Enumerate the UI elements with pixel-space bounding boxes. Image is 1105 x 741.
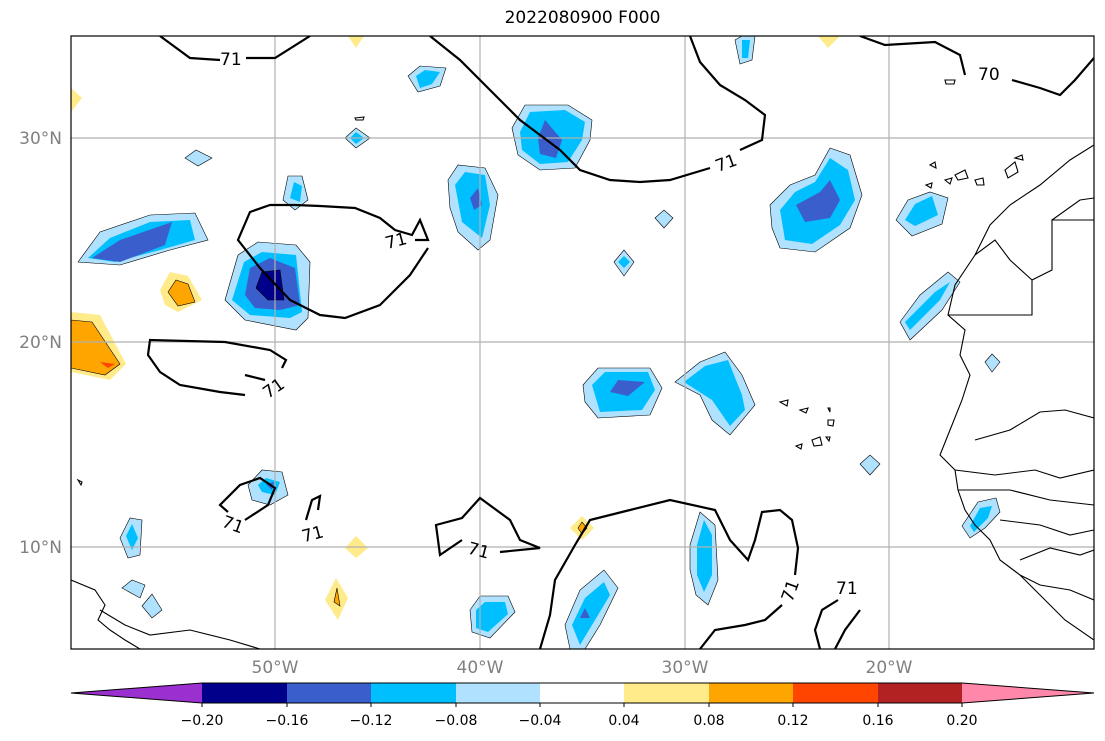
lat-label: 20°N	[19, 333, 62, 353]
colorbar-segment	[793, 683, 878, 703]
colorbar-segment	[371, 683, 456, 703]
colorbar-extend-max	[962, 683, 1094, 703]
lat-label: 30°N	[19, 129, 62, 149]
colorbar-tick-label: −0.12	[350, 713, 393, 729]
colorbar-segment	[709, 683, 793, 703]
gridlines	[71, 36, 1094, 649]
colorbar-segment	[878, 683, 962, 703]
colorbar-labels: −0.20 −0.16 −0.12 −0.08 −0.04 0.04 0.08 …	[181, 713, 978, 729]
colorbar-segment	[624, 683, 709, 703]
lon-label: 40°W	[457, 658, 504, 678]
colorbar-segment	[202, 683, 287, 703]
lat-label: 10°N	[19, 538, 62, 558]
colorbar-extend-min	[71, 683, 202, 703]
colorbar-tick-label: −0.08	[435, 713, 478, 729]
map-panel[interactable]: 71 71 71 71 71 71 71 71 71 70	[71, 36, 1094, 649]
shaded-field	[71, 36, 1001, 649]
colorbar-tick-label: 0.08	[693, 713, 724, 729]
lon-label: 20°W	[866, 658, 913, 678]
lon-labels: 50°W 40°W 30°W 20°W	[252, 658, 913, 678]
colorbar-tick-label: −0.04	[519, 713, 562, 729]
colorbar-segment	[540, 683, 624, 703]
contour-label: 71	[220, 50, 242, 70]
contour-label: 70	[978, 65, 1000, 85]
map-title: 2022080900 F000	[504, 8, 661, 28]
colorbar-tick-label: −0.20	[181, 713, 224, 729]
lat-labels: 30°N 20°N 10°N	[19, 129, 62, 558]
contours	[146, 36, 1094, 649]
colorbar-tick-label: 0.16	[862, 713, 893, 729]
colorbar-segment	[456, 683, 540, 703]
lon-label: 30°W	[662, 658, 709, 678]
colorbar	[70, 682, 1095, 707]
colorbar-tick-label: −0.16	[266, 713, 309, 729]
contour-label: 71	[836, 579, 858, 599]
colorbar-tick-label: 0.04	[608, 713, 639, 729]
lon-label: 50°W	[252, 658, 299, 678]
map-frame	[70, 35, 1095, 650]
colorbar-tick-label: 0.20	[946, 713, 977, 729]
colorbar-tick-label: 0.12	[777, 713, 808, 729]
colorbar-segment	[287, 683, 371, 703]
coastlines	[71, 79, 1094, 649]
